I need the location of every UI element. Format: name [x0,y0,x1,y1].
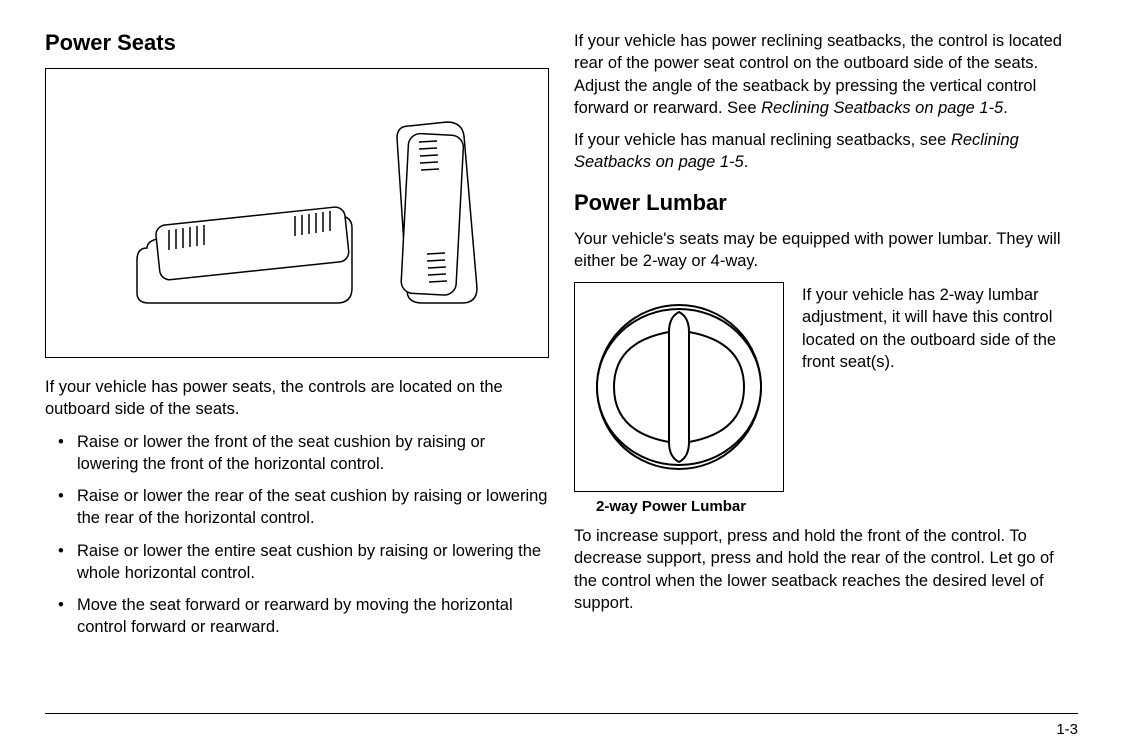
lumbar-figure [574,282,784,492]
seat-controls-illustration [77,78,517,348]
text-run: . [744,153,749,171]
reclining-para-2: If your vehicle has manual reclining sea… [574,129,1078,174]
cross-ref: Reclining Seatbacks on page 1-5 [761,99,1003,117]
reclining-para-1: If your vehicle has power reclining seat… [574,30,1078,119]
bullet-item: Raise or lower the front of the seat cus… [73,431,549,476]
power-seats-figure [45,68,549,358]
text-run: If your vehicle has manual reclining sea… [574,131,951,149]
lumbar-para-3: To increase support, press and hold the … [574,525,1078,614]
power-seats-intro: If your vehicle has power seats, the con… [45,376,549,421]
page-number: 1-3 [1056,721,1078,738]
page-container: Power Seats [0,0,1123,669]
lumbar-knob-illustration [584,292,774,482]
lumbar-figure-row: 2-way Power Lumbar If your vehicle has 2… [574,282,1078,525]
lumbar-caption: 2-way Power Lumbar [596,498,784,515]
power-seats-bullets: Raise or lower the front of the seat cus… [45,431,549,639]
lumbar-side-text: If your vehicle has 2-way lumbar adjustm… [802,284,1078,373]
power-lumbar-intro: Your vehicle's seats may be equipped wit… [574,228,1078,273]
power-seats-heading: Power Seats [45,30,549,56]
footer-rule [45,713,1078,714]
right-column: If your vehicle has power reclining seat… [574,30,1078,649]
power-lumbar-heading: Power Lumbar [574,190,1078,216]
lumbar-figure-wrap: 2-way Power Lumbar [574,282,784,525]
text-run: . [1003,99,1008,117]
bullet-item: Raise or lower the entire seat cushion b… [73,540,549,585]
bullet-item: Raise or lower the rear of the seat cush… [73,485,549,530]
bullet-item: Move the seat forward or rearward by mov… [73,594,549,639]
left-column: Power Seats [45,30,549,649]
